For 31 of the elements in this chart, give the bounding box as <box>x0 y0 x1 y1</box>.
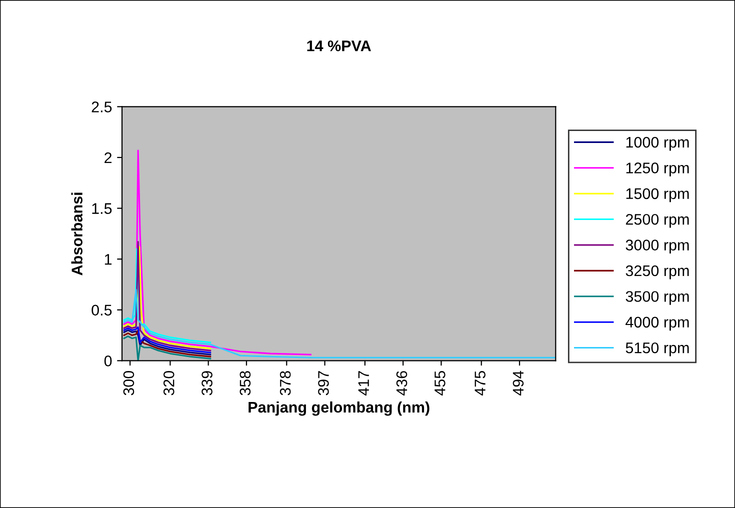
x-tick-label: 494 <box>512 370 524 396</box>
y-tick-label: 0 <box>104 356 112 366</box>
legend-label: 3000 rpm <box>626 240 689 254</box>
x-tick-label: 417 <box>358 371 369 396</box>
legend-label: 2500 rpm <box>626 214 689 228</box>
line-series <box>123 336 212 361</box>
x-tick-label: 475 <box>474 371 486 396</box>
y-axis-title: Absorbansi <box>71 192 82 276</box>
legend-label: 5150 rpm <box>626 342 689 356</box>
legend-label: 4000 rpm <box>626 316 689 331</box>
legend-label: 1000 rpm <box>626 136 689 151</box>
y-tick-label: 2 <box>104 152 112 164</box>
legend-label: 1500 rpm <box>626 188 689 202</box>
x-axis-title: Panjang gelombang (nm) <box>248 401 430 416</box>
y-tick-label: 0.5 <box>92 304 112 316</box>
x-tick-label: 378 <box>280 371 291 396</box>
x-tick-label: 320 <box>163 370 174 396</box>
x-tick-label: 397 <box>318 371 329 396</box>
chart-title: 14 %PVA <box>307 40 371 52</box>
y-tick-label: 1 <box>104 254 112 265</box>
x-tick-label: 339 <box>202 371 212 396</box>
x-tick-label: 455 <box>434 371 446 396</box>
legend-label: 1250 rpm <box>626 162 689 176</box>
x-tick-label: 436 <box>396 371 408 396</box>
x-tick-label: 358 <box>240 371 251 396</box>
legend-label: 3250 rpm <box>626 265 689 280</box>
x-tick-label: 300 <box>123 370 134 396</box>
line-series <box>123 288 556 358</box>
legend-label: 3500 rpm <box>626 291 689 305</box>
y-tick-label: 2.5 <box>92 102 112 112</box>
y-tick-label: 1.5 <box>92 203 112 214</box>
